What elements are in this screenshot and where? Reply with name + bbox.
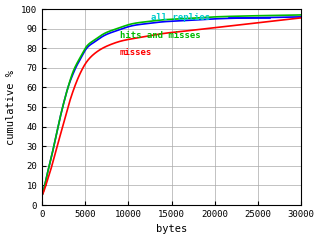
Text: hits and misses: hits and misses bbox=[120, 31, 200, 40]
X-axis label: bytes: bytes bbox=[156, 224, 187, 234]
Text: misses: misses bbox=[120, 48, 152, 57]
Text: all replies: all replies bbox=[151, 13, 210, 22]
Y-axis label: cumulative %: cumulative % bbox=[5, 70, 16, 144]
